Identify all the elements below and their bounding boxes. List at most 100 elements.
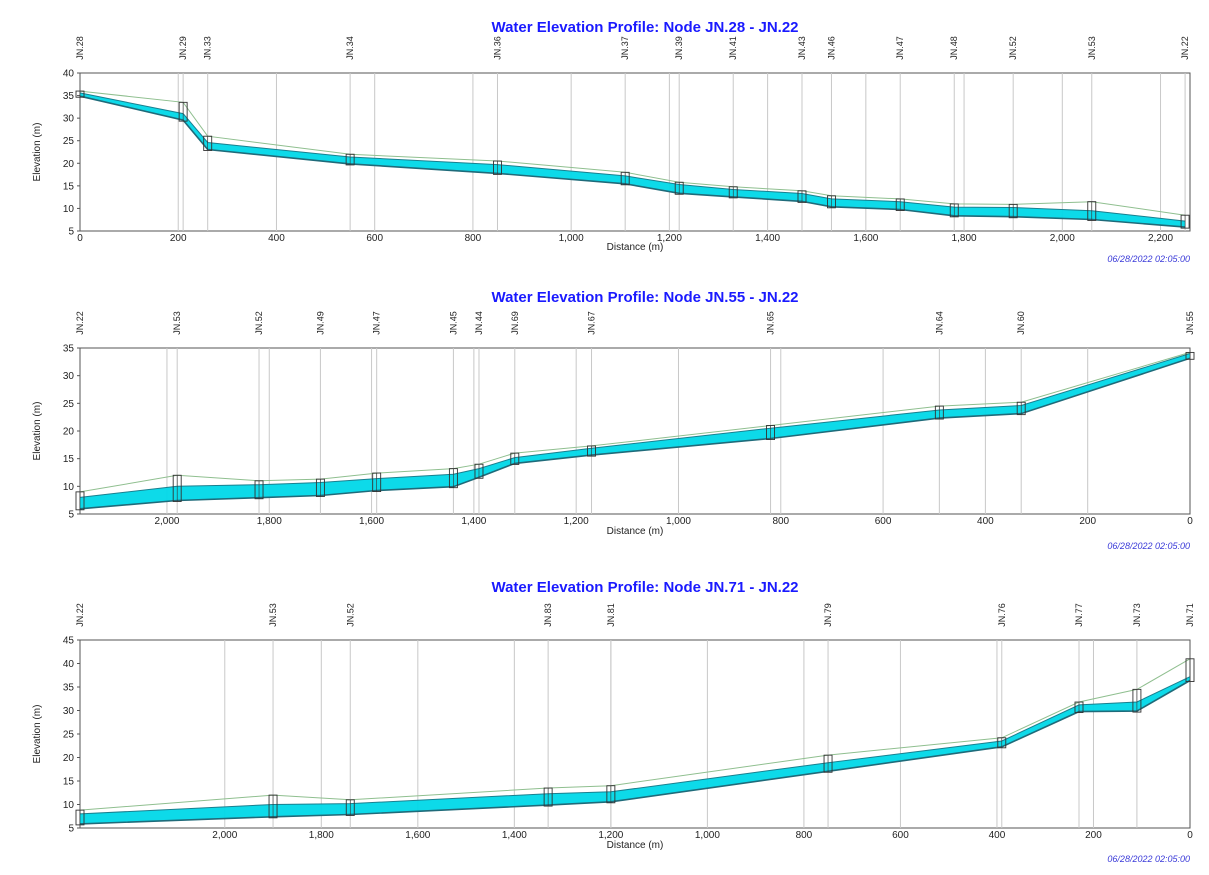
y-tick-label: 25 bbox=[63, 399, 75, 410]
x-tick-label: 1,000 bbox=[666, 516, 691, 527]
y-tick-label: 25 bbox=[63, 730, 75, 741]
y-tick-label: 25 bbox=[63, 136, 75, 147]
water-fill-area bbox=[80, 92, 1186, 228]
node-label: JN.73 bbox=[1132, 603, 1142, 627]
node-label: JN.46 bbox=[826, 36, 836, 60]
y-tick-label: 30 bbox=[63, 114, 75, 125]
y-tick-label: 40 bbox=[63, 659, 75, 670]
y-tick-label: 45 bbox=[63, 636, 75, 647]
node-label: JN.81 bbox=[606, 603, 616, 627]
y-tick-label: 20 bbox=[63, 427, 75, 438]
node-label: JN.60 bbox=[1016, 311, 1026, 335]
x-tick-label: 800 bbox=[796, 830, 813, 841]
node-label: JN.52 bbox=[254, 311, 264, 335]
x-tick-label: 1,800 bbox=[257, 516, 282, 527]
y-tick-label: 10 bbox=[63, 204, 75, 215]
node-label: JN.47 bbox=[372, 311, 382, 335]
profile-chart-2: Water Elevation Profile: Node JN.55 - JN… bbox=[32, 289, 1195, 551]
y-tick-label: 20 bbox=[63, 159, 75, 170]
node-label: JN.22 bbox=[75, 311, 85, 335]
node-label: JN.44 bbox=[474, 311, 484, 335]
node-label: JN.36 bbox=[492, 36, 502, 60]
y-tick-label: 20 bbox=[63, 753, 75, 764]
node-label: JN.69 bbox=[510, 311, 520, 335]
node-label: JN.53 bbox=[268, 603, 278, 627]
node-label: JN.22 bbox=[75, 603, 85, 627]
node-label: JN.55 bbox=[1185, 311, 1195, 335]
y-tick-label: 30 bbox=[63, 371, 75, 382]
timestamp-label: 06/28/2022 02:05:00 bbox=[1107, 254, 1190, 264]
node-label: JN.53 bbox=[172, 311, 182, 335]
y-tick-label: 5 bbox=[68, 510, 74, 521]
timestamp-label: 06/28/2022 02:05:00 bbox=[1107, 854, 1190, 864]
x-tick-label: 2,000 bbox=[212, 830, 237, 841]
y-tick-label: 15 bbox=[63, 777, 75, 788]
y-tick-label: 15 bbox=[63, 454, 75, 465]
node-label: JN.65 bbox=[766, 311, 776, 335]
x-tick-label: 1,600 bbox=[853, 233, 878, 244]
x-tick-label: 1,000 bbox=[695, 830, 720, 841]
x-tick-label: 1,400 bbox=[755, 233, 780, 244]
node-label: JN.43 bbox=[797, 36, 807, 60]
y-tick-label: 35 bbox=[63, 91, 75, 102]
node-label: JN.47 bbox=[895, 36, 905, 60]
water-fill-area bbox=[80, 353, 1190, 509]
node-label: JN.77 bbox=[1074, 603, 1084, 627]
x-tick-label: 1,000 bbox=[559, 233, 584, 244]
node-label: JN.41 bbox=[728, 36, 738, 60]
x-tick-label: 600 bbox=[875, 516, 892, 527]
node-label: JN.33 bbox=[203, 36, 213, 60]
node-label: JN.49 bbox=[315, 311, 325, 335]
x-tick-label: 1,200 bbox=[657, 233, 682, 244]
node-label: JN.48 bbox=[949, 36, 959, 60]
node-label: JN.28 bbox=[75, 36, 85, 60]
node-label: JN.37 bbox=[620, 36, 630, 60]
node-label: JN.39 bbox=[674, 36, 684, 60]
x-tick-label: 400 bbox=[268, 233, 285, 244]
x-axis-label: Distance (m) bbox=[607, 840, 664, 851]
node-label: JN.71 bbox=[1185, 603, 1195, 627]
node-label: JN.53 bbox=[1087, 36, 1097, 60]
x-tick-label: 600 bbox=[892, 830, 909, 841]
conduit-invert-line bbox=[79, 679, 1191, 825]
node-label: JN.79 bbox=[823, 603, 833, 627]
timestamp-label: 06/28/2022 02:05:00 bbox=[1107, 541, 1190, 551]
node-label: JN.76 bbox=[997, 603, 1007, 627]
y-tick-label: 35 bbox=[63, 344, 75, 355]
node-label: JN.34 bbox=[345, 36, 355, 60]
chart-title: Water Elevation Profile: Node JN.55 - JN… bbox=[491, 289, 798, 306]
y-tick-label: 35 bbox=[63, 683, 75, 694]
node-label: JN.52 bbox=[345, 603, 355, 627]
x-tick-label: 400 bbox=[977, 516, 994, 527]
ground-line bbox=[79, 658, 1191, 811]
node-label: JN.29 bbox=[178, 36, 188, 60]
y-tick-label: 10 bbox=[63, 800, 75, 811]
x-tick-label: 2,000 bbox=[1050, 233, 1075, 244]
x-tick-label: 800 bbox=[465, 233, 482, 244]
x-tick-label: 0 bbox=[1187, 516, 1193, 527]
chart-title: Water Elevation Profile: Node JN.28 - JN… bbox=[491, 19, 798, 36]
x-tick-label: 600 bbox=[366, 233, 383, 244]
node-label: JN.67 bbox=[587, 311, 597, 335]
node-label: JN.83 bbox=[543, 603, 553, 627]
x-axis-label: Distance (m) bbox=[607, 526, 664, 537]
y-tick-label: 10 bbox=[63, 482, 75, 493]
y-axis-label: Elevation (m) bbox=[32, 123, 43, 182]
x-tick-label: 1,600 bbox=[359, 516, 384, 527]
y-axis-label: Elevation (m) bbox=[32, 705, 43, 764]
chart-title: Water Elevation Profile: Node JN.71 - JN… bbox=[491, 579, 798, 596]
water-fill-area bbox=[80, 676, 1190, 824]
x-tick-label: 1,600 bbox=[405, 830, 430, 841]
x-tick-label: 2,200 bbox=[1148, 233, 1173, 244]
x-tick-label: 200 bbox=[1085, 830, 1102, 841]
x-tick-label: 1,400 bbox=[502, 830, 527, 841]
x-tick-label: 2,000 bbox=[154, 516, 179, 527]
water-surface-line bbox=[79, 676, 1191, 815]
x-tick-label: 1,800 bbox=[952, 233, 977, 244]
x-tick-label: 1,400 bbox=[461, 516, 486, 527]
profile-chart-3: Water Elevation Profile: Node JN.71 - JN… bbox=[32, 579, 1195, 864]
x-axis-label: Distance (m) bbox=[607, 242, 664, 253]
x-tick-label: 1,800 bbox=[309, 830, 334, 841]
